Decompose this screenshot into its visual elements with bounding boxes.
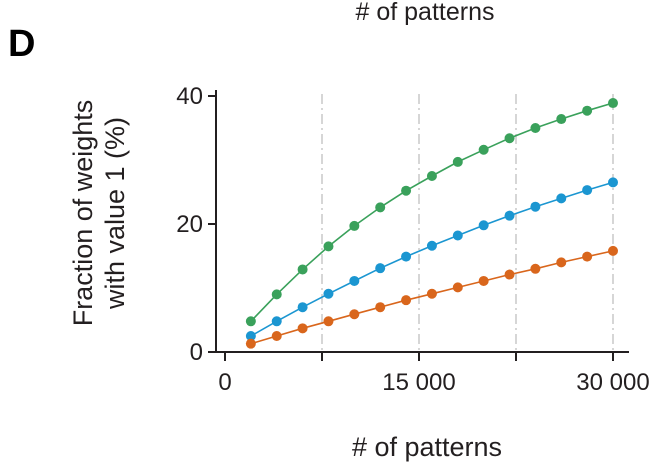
data-point: [478, 275, 489, 286]
data-point: [452, 156, 463, 167]
data-point: [245, 331, 256, 341]
data-point: [349, 309, 360, 320]
top-title: # of patterns: [356, 0, 495, 26]
data-point: [582, 105, 593, 116]
y-tick-label: 40: [176, 83, 203, 110]
data-point: [452, 282, 463, 293]
data-point: [426, 240, 437, 251]
data-point: [323, 316, 334, 327]
data-point: [401, 295, 412, 306]
data-point: [530, 263, 541, 274]
data-point: [608, 98, 618, 109]
data-point: [323, 288, 334, 299]
data-point: [530, 201, 541, 212]
data-point: [375, 202, 386, 213]
data-point: [401, 185, 412, 196]
data-point: [556, 193, 567, 204]
data-point: [297, 302, 308, 313]
data-point: [375, 263, 386, 274]
grid-lines: [321, 94, 614, 352]
data-point: [401, 251, 412, 262]
data-point: [582, 251, 593, 262]
series-line-0: [250, 102, 614, 322]
data-point: [323, 241, 334, 252]
data-point: [504, 269, 515, 280]
data-point: [530, 123, 541, 133]
data-point: [504, 133, 515, 144]
data-point: [452, 230, 463, 241]
data-point: [375, 302, 386, 313]
axes: [208, 90, 629, 361]
data-point: [608, 245, 618, 256]
x-tick-label: 30 000: [576, 369, 649, 396]
y-axis-title-line-1: Fraction of weights: [68, 100, 98, 327]
data-point: [608, 177, 618, 188]
x-axis-title: # of patterns: [352, 432, 502, 462]
data-point: [504, 210, 515, 221]
data-point: [556, 114, 567, 125]
data-point: [271, 316, 282, 327]
data-point: [271, 289, 282, 300]
data-point: [478, 144, 489, 155]
data-point: [426, 288, 437, 299]
y-tick-label: 0: [190, 339, 203, 366]
x-tick-label: 15 000: [382, 369, 455, 396]
data-point: [478, 220, 489, 231]
data-point: [556, 257, 567, 268]
tick-labels: 0 20 40 0 15 000 30 000: [176, 83, 649, 396]
data-point: [426, 171, 437, 181]
data-point: [245, 316, 256, 327]
data-point: [245, 338, 256, 349]
data-point: [582, 185, 593, 196]
data-point: [271, 331, 282, 341]
x-tick-label: 0: [218, 369, 231, 396]
data-point: [349, 220, 360, 231]
data-point: [349, 275, 360, 286]
series-group: [245, 98, 618, 349]
data-point: [297, 264, 308, 275]
panel-label: D: [8, 23, 35, 65]
data-point: [297, 323, 308, 334]
y-tick-label: 20: [176, 211, 203, 238]
y-axis-title-line-2: with value 1 (%): [100, 117, 130, 310]
